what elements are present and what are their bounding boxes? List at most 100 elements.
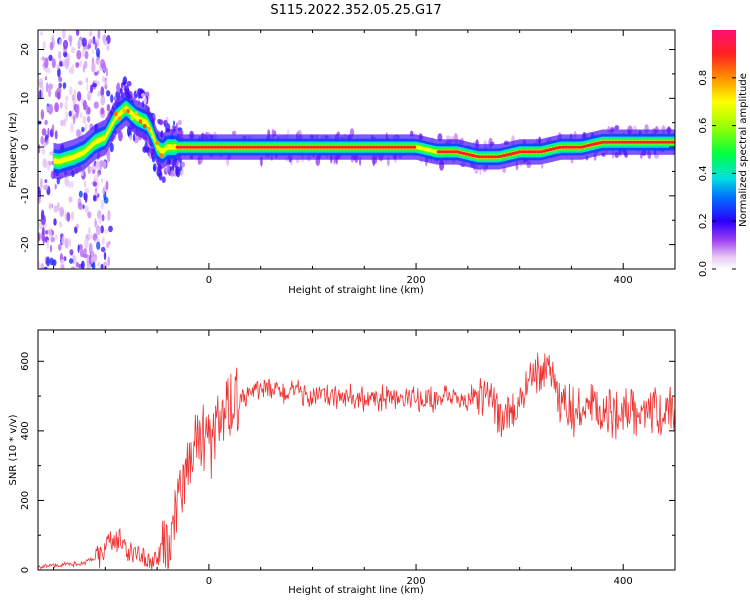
heatmap-noise-cell (85, 205, 88, 215)
heatmap-peak-cell (303, 145, 308, 149)
heatmap-noise-cell (68, 85, 73, 96)
heatmap-noise-cell (92, 35, 96, 45)
spectrogram-axes: 0 200 400 -20 -10 0 10 20 (20, 30, 676, 286)
heatmap-noise-cell (44, 66, 50, 73)
snr-xlabel: Height of straight line (km) (288, 585, 424, 596)
y-tick-label: 600 (20, 352, 31, 371)
heatmap-peak-cell (396, 145, 401, 149)
heatmap-peak-cell (570, 145, 575, 149)
heatmap-noise-cell (47, 127, 50, 139)
heatmap-peak-cell (340, 145, 345, 149)
heatmap-noise-cell (65, 95, 69, 102)
heatmap-noise-cell (119, 87, 123, 95)
heatmap-peak-cell (262, 145, 267, 149)
heatmap-noise-cell (64, 101, 68, 111)
heatmap-peak-cell (337, 145, 342, 149)
heatmap-noise-cell (42, 158, 47, 169)
y-tick-label: 0 (20, 144, 31, 150)
heatmap-noise-cell (51, 35, 55, 44)
heatmap-noise-cell (173, 120, 175, 126)
heatmap-peak-cell (517, 150, 522, 154)
heatmap-peak-cell (446, 150, 451, 154)
heatmap-noise-cell (57, 51, 62, 60)
heatmap-noise-cell (71, 46, 76, 54)
heatmap-peak-cell (290, 145, 295, 149)
heatmap-peak-cell (327, 145, 333, 149)
heatmap-peak-cell (529, 150, 535, 154)
snr-panel: 0 200 400 0 200 400 600 Height of straight lin… (8, 329, 676, 596)
heatmap-noise-cell (58, 76, 63, 82)
heatmap-noise-cell (126, 80, 132, 87)
snr-series-line (38, 352, 675, 570)
heatmap-noise-cell (157, 118, 162, 125)
heatmap-peak-cell (346, 145, 351, 149)
y-tick-label: 20 (20, 43, 31, 56)
heatmap-noise-cell (108, 240, 111, 245)
heatmap-noise-cell (614, 125, 620, 131)
colorbar-gradient (712, 30, 736, 269)
colorbar: 0.0 0.2 0.4 0.6 0.8 Normalized spectral ampl… (698, 30, 749, 277)
colorbar-tick-label: 0.8 (698, 70, 709, 86)
heatmap-peak-cell (359, 145, 364, 149)
heatmap-noise-cell (106, 104, 111, 112)
heatmap-peak-cell (197, 145, 202, 149)
heatmap-peak-cell (191, 145, 196, 149)
heatmap-noise-cell (51, 58, 56, 69)
heatmap-noise-cell (96, 178, 99, 190)
heatmap-noise-cell (45, 82, 49, 93)
heatmap-noise-cell (86, 115, 91, 123)
spectrogram-heatmap (38, 30, 675, 269)
heatmap-noise-cell (93, 174, 99, 181)
heatmap-noise-cell (84, 238, 89, 250)
heatmap-noise-cell (231, 130, 237, 136)
heatmap-noise-cell (69, 258, 74, 264)
heatmap-peak-cell (244, 145, 249, 149)
heatmap-noise-cell (83, 60, 88, 69)
heatmap-noise-cell (170, 170, 175, 178)
heatmap-noise-cell (102, 186, 106, 195)
heatmap-peak-cell (411, 145, 417, 149)
heatmap-noise-cell (46, 105, 50, 112)
heatmap-peak-cell (647, 140, 653, 144)
heatmap-noise-cell (63, 51, 68, 58)
heatmap-noise-cell (75, 62, 79, 69)
heatmap-peak-cell (483, 155, 488, 159)
heatmap-peak-cell (610, 140, 616, 144)
heatmap-noise-cell (69, 249, 74, 256)
snr-axes: 0 200 400 0 200 400 600 (20, 330, 676, 587)
heatmap-noise-cell (180, 161, 185, 168)
colorbar-tick-label: 0.2 (698, 213, 709, 229)
spectrogram-xlabel: Height of straight line (km) (288, 285, 424, 296)
heatmap-noise-cell (59, 259, 65, 265)
heatmap-noise-cell (39, 89, 42, 99)
heatmap-noise-cell (60, 119, 65, 127)
heatmap-noise-cell (81, 260, 85, 269)
heatmap-noise-cell (41, 128, 47, 136)
heatmap-peak-cell (321, 145, 327, 149)
heatmap-noise-cell (113, 96, 116, 101)
heatmap-peak-cell (560, 145, 566, 149)
heatmap-noise-cell (41, 84, 44, 94)
heatmap-peak-cell (449, 150, 454, 154)
heatmap-noise-cell (63, 118, 66, 127)
heatmap-noise-cell (72, 115, 76, 125)
heatmap-peak-cell (632, 140, 637, 144)
heatmap-peak-cell (374, 145, 379, 149)
heatmap-noise-cell (57, 67, 61, 78)
heatmap-peak-cell (209, 145, 215, 149)
heatmap-noise-cell (88, 31, 93, 37)
heatmap-noise-cell (97, 172, 100, 177)
heatmap-noise-cell (61, 235, 66, 246)
heatmap-noise-cell (44, 76, 48, 81)
heatmap-noise-cell (75, 262, 80, 268)
heatmap-peak-cell (113, 111, 118, 117)
heatmap-noise-cell (101, 177, 104, 183)
heatmap-noise-cell (108, 225, 113, 233)
x-tick-label: 400 (614, 576, 633, 587)
heatmap-noise-cell (42, 40, 46, 51)
y-tick-label: -10 (20, 188, 31, 204)
heatmap-peak-cell (256, 145, 261, 149)
heatmap-noise-cell (44, 179, 48, 184)
x-tick-label: 200 (407, 576, 426, 587)
heatmap-noise-cell (153, 166, 157, 172)
